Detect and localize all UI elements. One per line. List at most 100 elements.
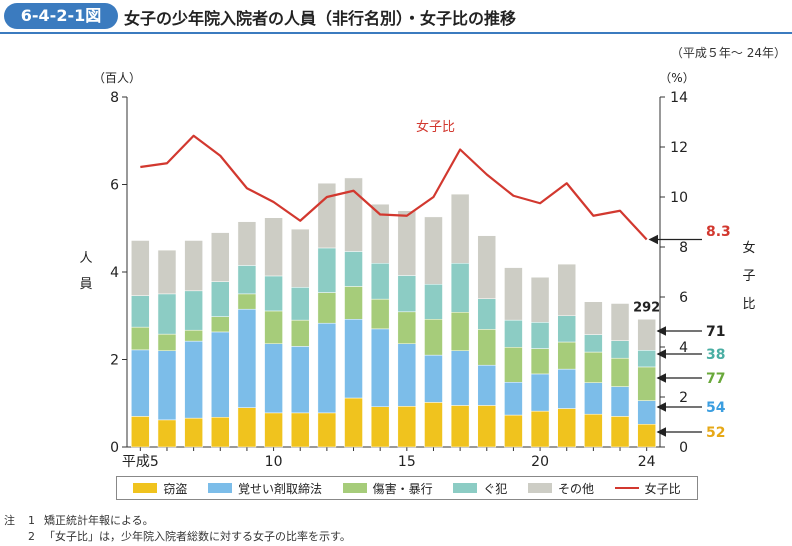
bar-segment (264, 343, 283, 414)
bar-segment (264, 217, 283, 277)
bar-segment (157, 419, 177, 448)
bar-segment (530, 410, 550, 448)
bar-segment (184, 329, 203, 342)
left-tick-label: 4 (110, 265, 119, 281)
right-tick-label: 10 (670, 190, 688, 206)
legend-label: 女子比 (644, 481, 681, 496)
bar-segment (157, 249, 177, 295)
bar-segment (610, 340, 630, 359)
callout-value: 8.3 (706, 224, 731, 240)
bar-segment (370, 328, 390, 407)
bar-segment (157, 333, 177, 351)
bar-segment (237, 221, 257, 266)
female-ratio-annotation: 女子比 (416, 119, 455, 135)
legend-swatch (207, 483, 232, 493)
bar-segment (131, 416, 150, 448)
bar-segment (344, 251, 363, 287)
chart-legend: 窃盗 覚せい剤取締法 傷害・暴行 ぐ犯 その他 女子比 (116, 476, 698, 500)
bar-segment (237, 265, 257, 295)
bar-segment (477, 329, 497, 366)
legend-swatch (133, 483, 158, 493)
footnote-1: 注 1 矯正統計年報による。 (4, 513, 351, 529)
callout-value: 38 (706, 347, 725, 363)
bar-segment (610, 386, 630, 417)
left-tick-label: 8 (110, 90, 119, 106)
bar-segment (504, 347, 523, 383)
x-tick-label: 平成5 (122, 454, 159, 470)
legend-line-swatch (614, 487, 639, 489)
right-tick-label: 6 (679, 290, 688, 306)
footnotes: 注 1 矯正統計年報による。 2 「女子比」は，少年院入院者総数に対する女子の比率を示… (4, 513, 351, 545)
bar-segment (530, 277, 550, 323)
legend-label: 窃盗 (163, 481, 188, 496)
footnote-text: 矯正統計年報による。 (44, 514, 154, 527)
figure-title: 女子の少年院入院者の人員（非行名別）・女子比の推移 (124, 9, 517, 28)
bar-segment (237, 293, 257, 310)
figure-number-badge: 6-4-2-1図 (4, 3, 118, 29)
footnote-text: 「女子比」は，少年院入院者総数に対する女子の比率を示す。 (44, 530, 351, 543)
bar-segment (477, 298, 497, 330)
bar-segment (424, 284, 443, 320)
bar-segment (264, 412, 283, 448)
footnote-number: 1 (28, 514, 35, 527)
right-tick-label: 12 (670, 140, 688, 156)
bar-segment (530, 373, 550, 412)
bar-segment (584, 351, 603, 383)
bar-segment (157, 350, 177, 421)
bar-segment (344, 177, 363, 252)
bar-segment (504, 414, 523, 448)
bar-segment (450, 350, 470, 406)
bar-segment (584, 301, 603, 335)
bar-segment (344, 286, 363, 320)
legend-item-stimulants: 覚せい剤取締法 (207, 480, 322, 497)
right-axis-label-char: 子 (742, 269, 755, 284)
bar-segment (450, 193, 470, 264)
footnote-head: 注 (4, 514, 15, 527)
footnote-2: 2 「女子比」は，少年院入院者総数に対する女子の比率を示す。 (4, 529, 351, 545)
left-axis-label-char: 員 (79, 277, 92, 292)
header-rule (0, 32, 792, 34)
left-axis-unit: （百人） (93, 71, 141, 85)
bar-segment (211, 232, 230, 282)
bar-segment (450, 312, 470, 351)
bar-segment (397, 343, 417, 407)
bar-segment (184, 340, 203, 419)
bar-segment (557, 341, 576, 370)
bar-segment (211, 316, 230, 333)
legend-swatch (527, 483, 552, 493)
bar-segment (477, 364, 497, 406)
bar-segment (317, 412, 337, 448)
legend-label: 覚せい剤取締法 (237, 481, 322, 496)
bar-segment (131, 295, 150, 328)
figure-header: 6-4-2-1図 女子の少年院入院者の人員（非行名別）・女子比の推移 (0, 0, 792, 34)
bar-segment (530, 322, 550, 349)
bar-segment (317, 322, 337, 414)
callout-value: 77 (706, 371, 725, 387)
left-tick-label: 2 (110, 353, 119, 369)
bar-segment (317, 182, 337, 249)
bar-segment (557, 263, 576, 316)
legend-item-theft: 窃盗 (133, 480, 187, 497)
bar-segment (157, 293, 177, 335)
x-tick-label: 10 (265, 454, 283, 470)
bar-segment (184, 290, 203, 331)
bar-segment (450, 263, 470, 313)
female-ratio-line (140, 134, 648, 241)
right-axis-label-char: 比 (742, 297, 755, 312)
bar-segment (211, 417, 230, 448)
bar-segment (237, 308, 257, 408)
left-tick-label: 0 (110, 440, 119, 456)
bar-segment (637, 424, 656, 448)
bar-segment (131, 326, 150, 351)
x-tick-label: 24 (638, 454, 656, 470)
bar-segment (184, 417, 203, 448)
legend-item-female-ratio: 女子比 (614, 480, 681, 497)
bar-segment (397, 210, 417, 276)
bar-segment (131, 349, 150, 417)
bar-segment (184, 240, 203, 292)
legend-item-other: その他 (527, 480, 594, 497)
bar-segment (211, 331, 230, 418)
right-axis-unit: （%） (659, 71, 694, 85)
bar-segment (637, 319, 656, 351)
